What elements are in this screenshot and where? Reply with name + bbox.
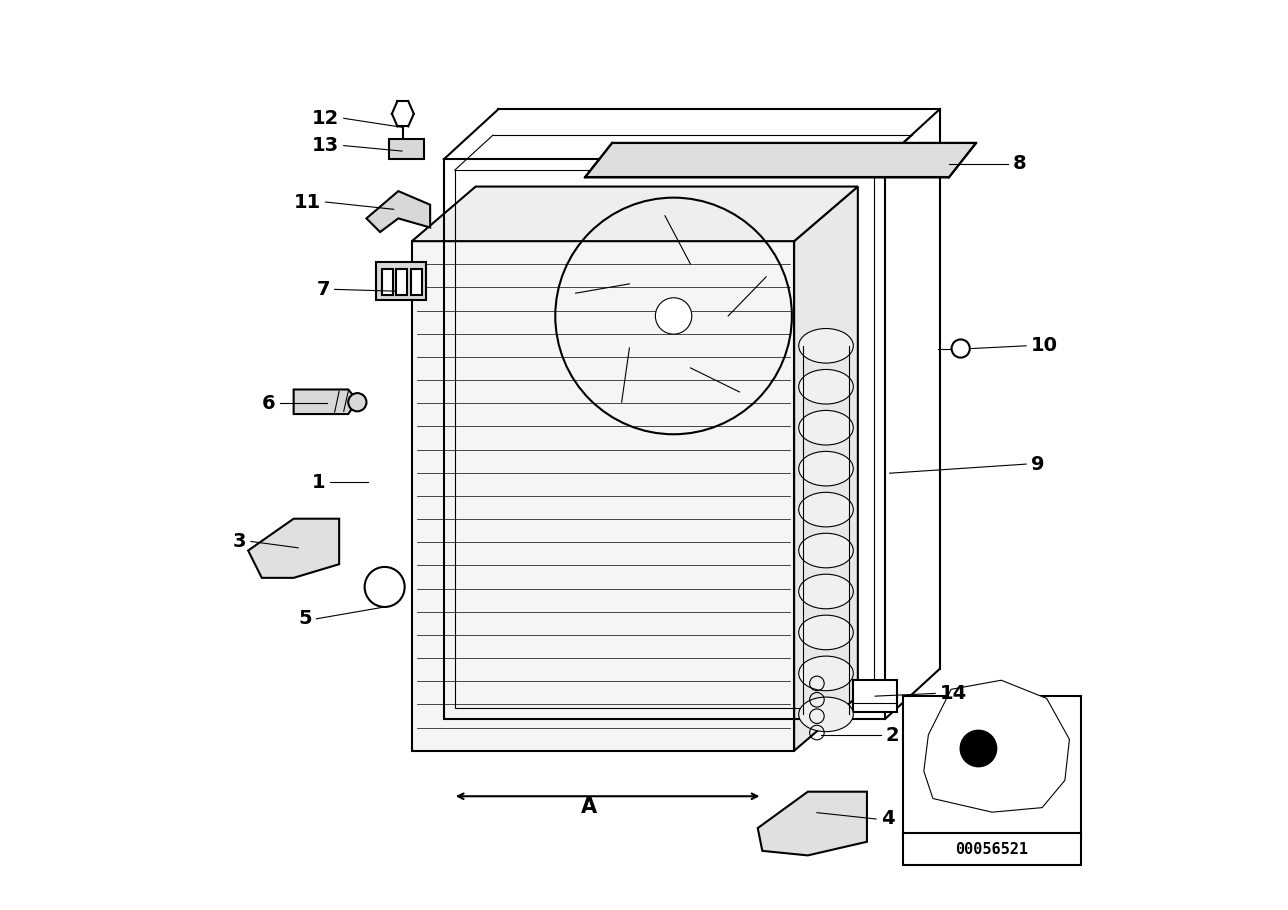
Ellipse shape — [799, 329, 854, 363]
Text: 11: 11 — [294, 193, 321, 211]
Ellipse shape — [799, 656, 854, 691]
Bar — [853, 680, 896, 712]
Bar — [444, 159, 885, 719]
Text: 3: 3 — [233, 532, 246, 551]
Bar — [903, 833, 1081, 864]
Ellipse shape — [799, 615, 854, 650]
Bar — [411, 269, 422, 295]
Polygon shape — [585, 143, 976, 177]
Text: 14: 14 — [940, 684, 967, 703]
Ellipse shape — [799, 369, 854, 404]
Ellipse shape — [799, 492, 854, 527]
Polygon shape — [249, 519, 339, 578]
Polygon shape — [795, 187, 858, 751]
Text: 1: 1 — [312, 473, 326, 491]
Circle shape — [348, 393, 367, 411]
Polygon shape — [294, 389, 357, 414]
Bar — [397, 269, 407, 295]
Circle shape — [365, 567, 404, 607]
Bar — [376, 262, 425, 300]
Polygon shape — [923, 681, 1069, 812]
Text: 10: 10 — [1030, 337, 1057, 355]
Text: 4: 4 — [881, 810, 894, 828]
Bar — [389, 139, 424, 159]
Polygon shape — [367, 191, 430, 232]
Circle shape — [656, 298, 692, 334]
Ellipse shape — [799, 533, 854, 568]
Text: 00056521: 00056521 — [956, 842, 1029, 856]
Text: 7: 7 — [317, 280, 330, 298]
Circle shape — [961, 730, 997, 766]
Bar — [903, 696, 1081, 837]
Text: 2: 2 — [885, 726, 899, 744]
Ellipse shape — [799, 697, 854, 732]
Bar — [412, 241, 795, 751]
Polygon shape — [757, 792, 867, 855]
Text: 8: 8 — [1012, 155, 1027, 173]
Text: 9: 9 — [1030, 455, 1045, 473]
Text: 13: 13 — [312, 136, 339, 155]
Polygon shape — [412, 187, 858, 241]
Ellipse shape — [799, 451, 854, 486]
Ellipse shape — [799, 410, 854, 445]
Text: 5: 5 — [299, 610, 312, 628]
Text: A: A — [581, 796, 598, 816]
Text: 12: 12 — [312, 109, 339, 127]
Circle shape — [952, 339, 970, 358]
Bar — [455, 170, 875, 708]
Bar — [383, 269, 393, 295]
Ellipse shape — [799, 574, 854, 609]
Text: 6: 6 — [261, 394, 276, 412]
